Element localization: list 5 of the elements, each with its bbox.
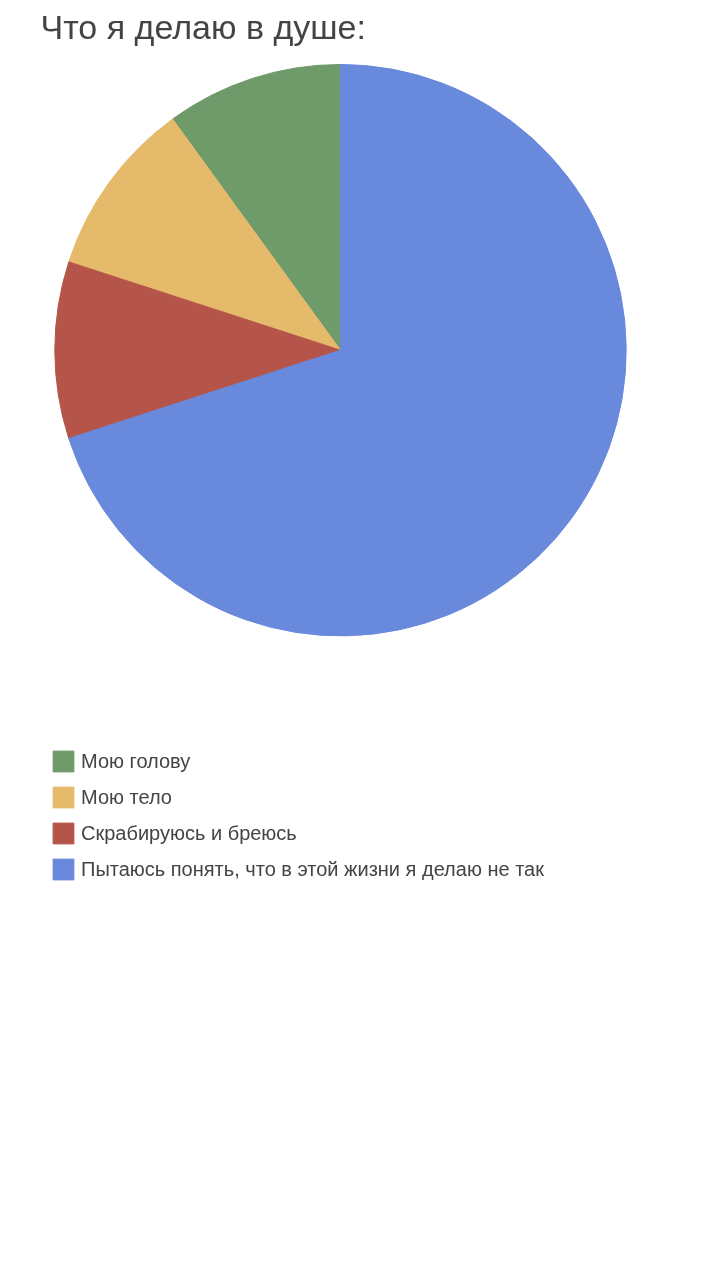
legend-label: Мою тело (81, 785, 172, 809)
legend-label: Мою голову (81, 749, 191, 773)
legend-label: Скрабируюсь и бреюсь (81, 821, 297, 845)
chart-title: Что я делаю в душе: (40, 7, 366, 46)
legend-label: Пытаюсь понять, что в этой жизни я делаю не так (81, 857, 544, 881)
